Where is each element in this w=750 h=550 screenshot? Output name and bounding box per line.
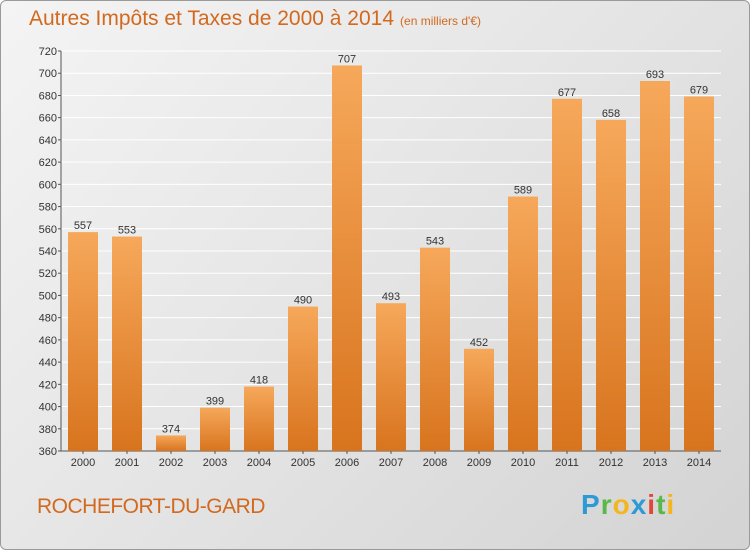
value-label: 679 <box>690 85 708 97</box>
y-tick-labels: 360 380 400 420 440 460 480 500 520 540 560 580 600 6… <box>39 46 57 458</box>
x-tick-label: 2007 <box>379 457 403 469</box>
value-label: 490 <box>294 295 312 307</box>
bar <box>68 232 98 451</box>
chart-title-text: Autres Impôts et Taxes de 2000 à 2014 <box>29 7 395 30</box>
bar <box>508 196 538 451</box>
x-tick-label: 2010 <box>511 457 535 469</box>
x-tick-label: 2003 <box>203 457 227 469</box>
y-tick-label: 520 <box>39 268 57 280</box>
bar <box>244 386 274 451</box>
value-label: 374 <box>162 423 180 435</box>
logo-letter: o <box>612 489 631 520</box>
y-tick-label: 420 <box>39 379 57 391</box>
bar <box>640 81 670 451</box>
bar <box>288 306 318 451</box>
y-tick-label: 380 <box>39 424 57 436</box>
value-label: 707 <box>338 53 356 65</box>
y-tick-label: 640 <box>39 135 57 147</box>
logo-letter: i <box>647 489 657 520</box>
x-tick-label: 2000 <box>71 457 95 469</box>
value-labels: 557 553 374 399 418 490 707 493 543 452 589 677 658 6… <box>74 53 708 435</box>
location-name: ROCHEFORT-DU-GARD <box>37 495 265 518</box>
y-tick-label: 680 <box>39 90 57 102</box>
logo-letter: x <box>630 489 648 520</box>
y-tick-label: 500 <box>39 290 57 302</box>
bar <box>376 303 406 451</box>
x-tick-label: 2001 <box>115 457 139 469</box>
logo-letter: t <box>656 489 667 520</box>
x-tick-label: 2011 <box>555 457 579 469</box>
bar <box>332 65 362 451</box>
bars <box>68 65 714 452</box>
chart-subtitle: (en milliers d'€) <box>400 14 482 28</box>
value-label: 543 <box>426 236 444 248</box>
bar <box>420 247 450 451</box>
y-tick-label: 360 <box>39 446 57 458</box>
value-label: 493 <box>382 291 400 303</box>
x-tick-label: 2006 <box>335 457 359 469</box>
value-label: 589 <box>514 185 532 197</box>
bar <box>552 98 582 452</box>
bar <box>684 96 714 452</box>
value-label: 452 <box>470 337 488 349</box>
bar <box>156 435 186 451</box>
y-tick-label: 480 <box>39 313 57 325</box>
x-tick-labels: 2000 2001 2002 2003 2004 2005 2006 2007 2008 2009… <box>71 457 711 469</box>
y-tick-label: 440 <box>39 357 57 369</box>
x-tick-label: 2014 <box>687 457 711 469</box>
value-label: 399 <box>206 396 224 408</box>
y-tick-label: 700 <box>39 68 57 80</box>
value-label: 677 <box>558 87 576 99</box>
value-label: 658 <box>602 108 620 120</box>
value-label: 693 <box>646 69 664 81</box>
y-tick-label: 600 <box>39 179 57 191</box>
y-tick-label: 620 <box>39 157 57 169</box>
value-label: 418 <box>250 375 268 387</box>
x-tick-label: 2005 <box>291 457 315 469</box>
y-tick-label: 400 <box>39 402 57 414</box>
chart-title: Autres Impôts et Taxes de 2000 à 2014 (en… <box>29 7 481 31</box>
y-tick-label: 720 <box>39 46 57 58</box>
y-tick-label: 460 <box>39 335 57 347</box>
logo-letter: r <box>600 489 613 520</box>
bar <box>596 119 626 451</box>
logo-letter: P <box>581 489 601 520</box>
x-tick-label: 2004 <box>247 457 271 469</box>
bar <box>112 236 142 451</box>
x-tick-label: 2002 <box>159 457 183 469</box>
x-tick-label: 2009 <box>467 457 491 469</box>
x-tick-label: 2013 <box>643 457 667 469</box>
bar <box>464 348 494 451</box>
y-tick-label: 580 <box>39 202 57 214</box>
y-tick-label: 560 <box>39 224 57 236</box>
value-label: 553 <box>118 225 136 237</box>
x-tick-label: 2012 <box>599 457 623 469</box>
logo-letter: i <box>666 489 676 520</box>
y-tick-label: 540 <box>39 246 57 258</box>
bar <box>200 407 230 451</box>
y-tick-label: 660 <box>39 113 57 125</box>
value-label: 557 <box>74 220 92 232</box>
x-tick-label: 2008 <box>423 457 447 469</box>
proxiti-logo: Proxiti <box>581 489 675 521</box>
